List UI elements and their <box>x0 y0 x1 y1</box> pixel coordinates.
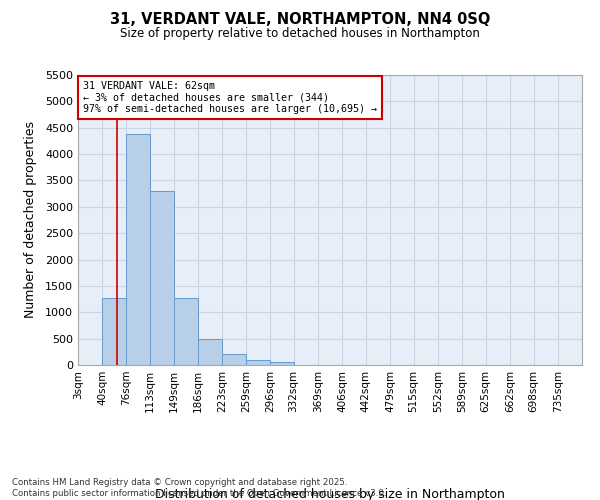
Bar <box>173 298 198 365</box>
Text: 31 VERDANT VALE: 62sqm
← 3% of detached houses are smaller (344)
97% of semi-det: 31 VERDANT VALE: 62sqm ← 3% of detached … <box>83 81 377 114</box>
Bar <box>246 360 270 365</box>
Text: Size of property relative to detached houses in Northampton: Size of property relative to detached ho… <box>120 28 480 40</box>
Bar <box>102 298 126 365</box>
Bar <box>198 338 222 365</box>
Bar <box>150 191 173 365</box>
Text: 31, VERDANT VALE, NORTHAMPTON, NN4 0SQ: 31, VERDANT VALE, NORTHAMPTON, NN4 0SQ <box>110 12 490 28</box>
Bar <box>126 134 150 365</box>
Bar <box>270 362 293 365</box>
X-axis label: Distribution of detached houses by size in Northampton: Distribution of detached houses by size … <box>155 488 505 500</box>
Bar <box>222 354 246 365</box>
Text: Contains HM Land Registry data © Crown copyright and database right 2025.
Contai: Contains HM Land Registry data © Crown c… <box>12 478 386 498</box>
Y-axis label: Number of detached properties: Number of detached properties <box>23 122 37 318</box>
